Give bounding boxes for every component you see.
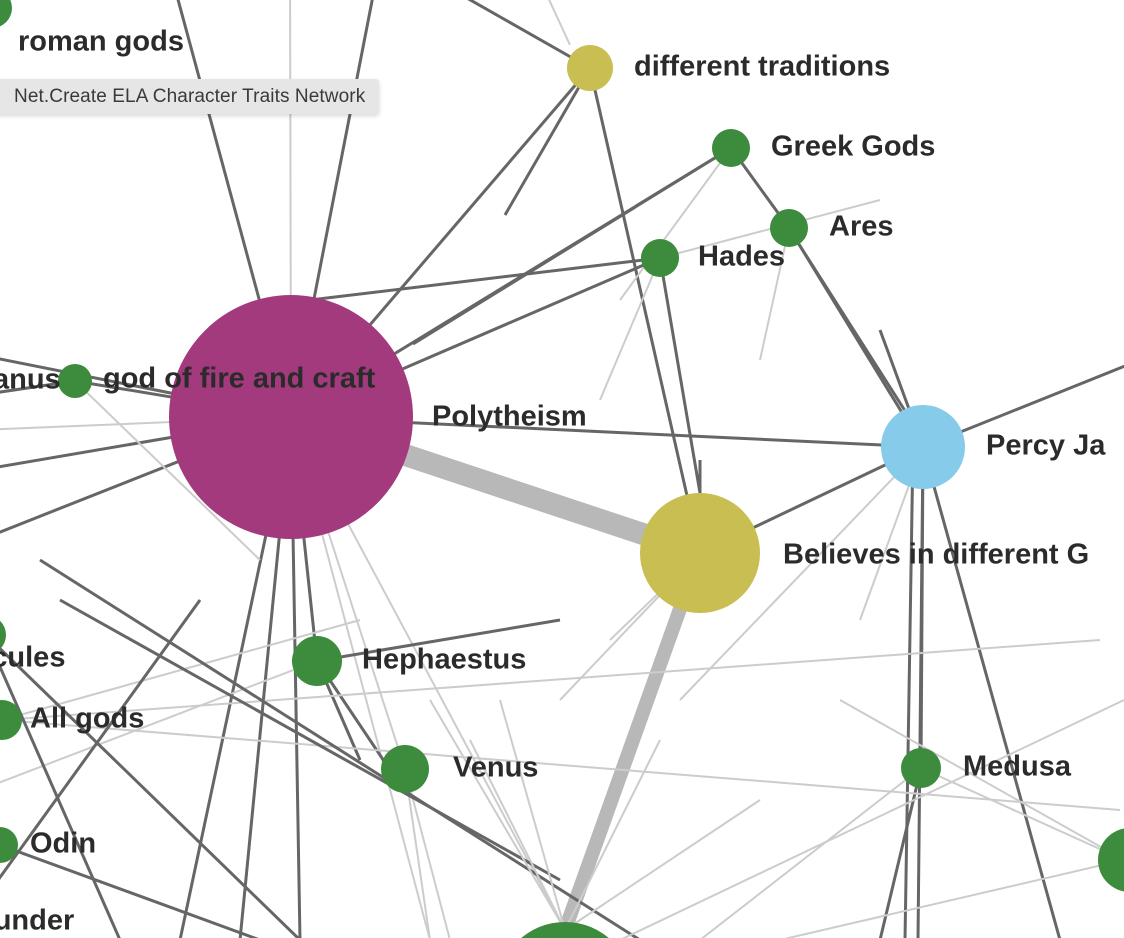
graph-edge[interactable] xyxy=(679,446,924,701)
graph-edge[interactable] xyxy=(878,767,923,938)
graph-node-greek-gods[interactable] xyxy=(712,129,750,167)
graph-node-bottom-hub[interactable] xyxy=(497,922,633,938)
graph-edge[interactable] xyxy=(74,380,261,561)
graph-edge[interactable] xyxy=(620,699,1124,938)
graph-node-janus[interactable] xyxy=(58,364,92,398)
graph-edge[interactable] xyxy=(619,147,732,301)
graph-edge[interactable] xyxy=(658,257,702,494)
graph-edge[interactable] xyxy=(916,446,925,938)
node-label-god-of-fire: god of fire and craft xyxy=(103,363,376,395)
node-label-thunder: hunder xyxy=(0,905,74,937)
graph-edge[interactable] xyxy=(469,739,566,931)
node-label-different-traditions: different traditions xyxy=(634,51,890,83)
network-title-tooltip: Net.Create ELA Character Traits Network xyxy=(0,79,380,114)
graph-node-venus[interactable] xyxy=(381,745,429,793)
graph-node-all-gods[interactable] xyxy=(0,700,22,740)
node-label-venus: Venus xyxy=(453,752,538,784)
graph-edge[interactable] xyxy=(429,699,566,931)
graph-edge[interactable] xyxy=(0,635,301,938)
graph-edge[interactable] xyxy=(404,768,431,938)
graph-node-god-of-fire[interactable] xyxy=(169,295,413,539)
node-label-hephaestus: Hephaestus xyxy=(362,644,526,676)
graph-node-hercules[interactable] xyxy=(0,615,6,655)
node-label-medusa: Medusa xyxy=(963,751,1072,783)
graph-edge[interactable] xyxy=(659,199,881,259)
graph-node-hades[interactable] xyxy=(641,239,679,277)
graph-edge[interactable] xyxy=(780,859,1124,938)
node-label-hercules: rcules xyxy=(0,642,65,674)
graph-node-ares[interactable] xyxy=(770,209,808,247)
graph-edge[interactable] xyxy=(0,660,318,790)
node-label-roman-gods: roman gods xyxy=(18,26,184,58)
edge-label-polytheism: Polytheism xyxy=(432,401,587,433)
graph-edge[interactable] xyxy=(920,767,1124,861)
graph-edge[interactable] xyxy=(0,599,202,905)
graph-edge[interactable] xyxy=(839,699,1124,861)
graph-edge[interactable] xyxy=(759,227,790,361)
graph-edge[interactable] xyxy=(39,558,640,938)
graph-edge[interactable] xyxy=(558,550,707,933)
graph-edge[interactable] xyxy=(309,256,661,302)
graph-node-hephaestus[interactable] xyxy=(292,636,342,686)
graph-edge[interactable] xyxy=(564,799,761,931)
edge-labels-layer: Polytheism Believes in different G xyxy=(432,401,1089,571)
node-label-greek-gods: Greek Gods xyxy=(771,131,935,163)
node-label-janus: anus xyxy=(0,364,61,396)
edge-label-believes-in: Believes in different G xyxy=(783,539,1089,571)
graph-edge[interactable] xyxy=(564,739,661,931)
graph-edge[interactable] xyxy=(903,446,915,938)
node-label-all-gods: All gods xyxy=(30,703,144,735)
graph-edge[interactable] xyxy=(1,639,1101,721)
graph-node-medusa[interactable] xyxy=(901,748,941,788)
graph-node-odin[interactable] xyxy=(0,827,18,863)
node-label-hades: Hades xyxy=(698,241,785,273)
graph-edge[interactable] xyxy=(0,635,121,938)
graph-edge[interactable] xyxy=(700,767,922,938)
graph-edge[interactable] xyxy=(0,843,260,938)
graph-edge[interactable] xyxy=(921,446,1062,938)
graph-edge[interactable] xyxy=(503,67,592,216)
graph-node-roman-gods[interactable] xyxy=(0,0,12,28)
graph-edge[interactable] xyxy=(1,619,361,721)
graph-edge[interactable] xyxy=(1,719,1121,811)
graph-edge[interactable] xyxy=(599,257,661,401)
graph-node-percy-jackson[interactable] xyxy=(881,405,965,489)
node-label-percy-jackson: Percy Ja xyxy=(986,430,1106,462)
node-labels-layer: roman gods different traditions Greek Gods… xyxy=(0,26,1106,937)
graph-node-right-edge-node[interactable] xyxy=(1098,828,1124,892)
graph-edge[interactable] xyxy=(400,0,591,70)
graph-node-different-traditions[interactable] xyxy=(567,45,613,91)
node-label-ares: Ares xyxy=(829,211,894,243)
node-label-odin: Odin xyxy=(30,828,96,860)
graph-edge[interactable] xyxy=(499,699,566,931)
graph-edge[interactable] xyxy=(540,0,571,46)
graph-edge[interactable] xyxy=(316,618,561,663)
graph-edge[interactable] xyxy=(588,67,702,554)
graph-node-believes-hub[interactable] xyxy=(640,493,760,613)
graph-edge[interactable] xyxy=(59,598,561,882)
